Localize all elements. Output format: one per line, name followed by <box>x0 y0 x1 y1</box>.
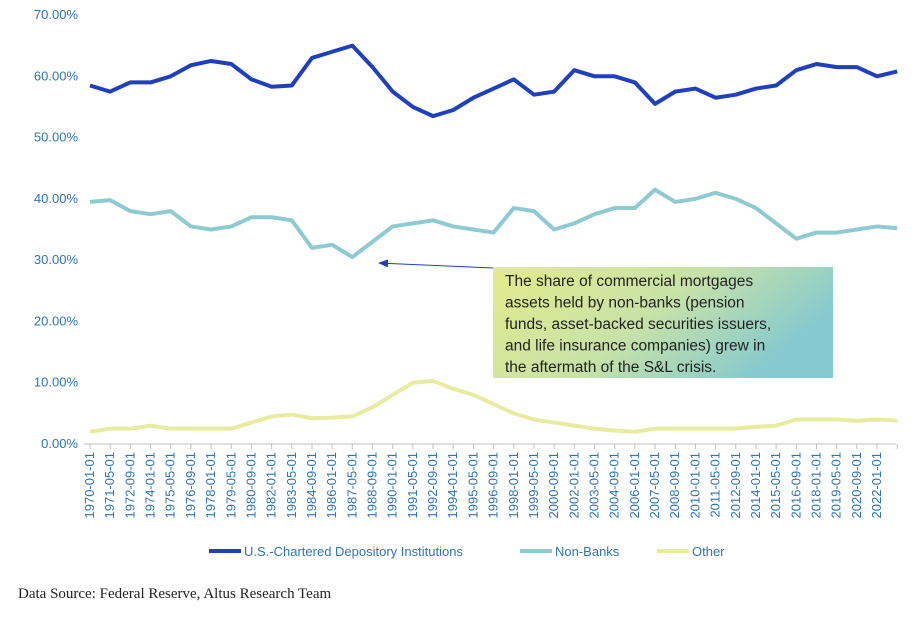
annotation-arrow <box>378 259 494 269</box>
annotation-text: the aftermath of the S&L crisis. <box>505 359 716 376</box>
x-tick-label: 2016-09-01 <box>788 452 803 519</box>
x-tick-label: 1975-05-01 <box>163 452 178 519</box>
y-tick-label: 70.00% <box>34 7 79 22</box>
x-tick-label: 2020-09-01 <box>849 452 864 519</box>
x-tick-label: 1990-01-01 <box>385 452 400 519</box>
legend-label: Non-Banks <box>555 544 620 559</box>
x-tick-label: 2007-05-01 <box>647 452 662 519</box>
x-tick-label: 2010-01-01 <box>687 452 702 519</box>
annotation-text: The share of commercial mortgages <box>505 273 753 290</box>
x-tick-label: 2022-01-01 <box>869 452 884 519</box>
source-note: Data Source: Federal Reserve, Altus Rese… <box>18 586 331 602</box>
x-tick-label: 2018-01-01 <box>808 452 823 519</box>
y-tick-label: 50.00% <box>34 130 79 145</box>
x-tick-label: 1994-01-01 <box>445 452 460 519</box>
y-tick-label: 20.00% <box>34 313 79 328</box>
x-tick-label: 2000-09-01 <box>546 452 561 519</box>
x-tick-label: 1983-05-01 <box>284 452 299 519</box>
series-line <box>89 43 898 119</box>
x-tick-label: 1976-09-01 <box>183 452 198 519</box>
x-tick-label: 1988-09-01 <box>365 452 380 519</box>
y-tick-label: 10.00% <box>34 375 79 390</box>
x-tick-label: 1979-05-01 <box>223 452 238 519</box>
x-tick-label: 1974-01-01 <box>143 452 158 519</box>
x-tick-label: 1970-01-01 <box>82 452 97 519</box>
x-tick-label: 2012-09-01 <box>728 452 743 519</box>
x-tick-label: 1972-09-01 <box>122 452 137 519</box>
x-tick-label: 2002-01-01 <box>566 452 581 519</box>
legend-label: U.S.-Chartered Depository Institutions <box>244 544 463 559</box>
y-tick-label: 0.00% <box>41 436 78 451</box>
x-tick-label: 1986-01-01 <box>324 452 339 519</box>
x-tick-label: 1999-05-01 <box>526 452 541 519</box>
x-tick-label: 1982-01-01 <box>264 452 279 519</box>
x-tick-label: 1992-09-01 <box>425 452 440 519</box>
x-tick-label: 2019-05-01 <box>829 452 844 519</box>
x-tick-label: 1971-05-01 <box>102 452 117 519</box>
x-tick-label: 1984-09-01 <box>304 452 319 519</box>
y-tick-label: 60.00% <box>34 68 79 83</box>
x-tick-label: 2004-09-01 <box>607 452 622 519</box>
annotation-text: and life insurance companies) grew in <box>505 338 765 355</box>
x-tick-label: 2006-01-01 <box>627 452 642 519</box>
x-tick-label: 2014-01-01 <box>748 452 763 519</box>
x-tick-label: 1987-05-01 <box>344 452 359 519</box>
x-tick-label: 2008-09-01 <box>667 452 682 519</box>
x-tick-label: 2015-05-01 <box>768 452 783 519</box>
annotation-text: assets held by non-banks (pension <box>505 295 745 312</box>
y-tick-label: 30.00% <box>34 252 79 267</box>
x-tick-label: 2011-05-01 <box>708 452 723 518</box>
x-tick-label: 1991-05-01 <box>405 452 420 519</box>
series-line <box>89 187 898 260</box>
x-tick-label: 1980-09-01 <box>243 452 258 519</box>
y-tick-label: 40.00% <box>34 191 79 206</box>
x-tick-label: 1978-01-01 <box>203 452 218 519</box>
x-tick-label: 1998-01-01 <box>506 452 521 519</box>
annotation-box <box>493 267 833 378</box>
series-line <box>89 378 898 434</box>
x-tick-label: 1995-05-01 <box>465 452 480 519</box>
x-tick-label: 1996-09-01 <box>486 452 501 519</box>
annotation-text: funds, asset-backed securities issuers, <box>505 316 771 333</box>
x-tick-label: 2003-05-01 <box>587 452 602 519</box>
legend-label: Other <box>692 544 725 559</box>
